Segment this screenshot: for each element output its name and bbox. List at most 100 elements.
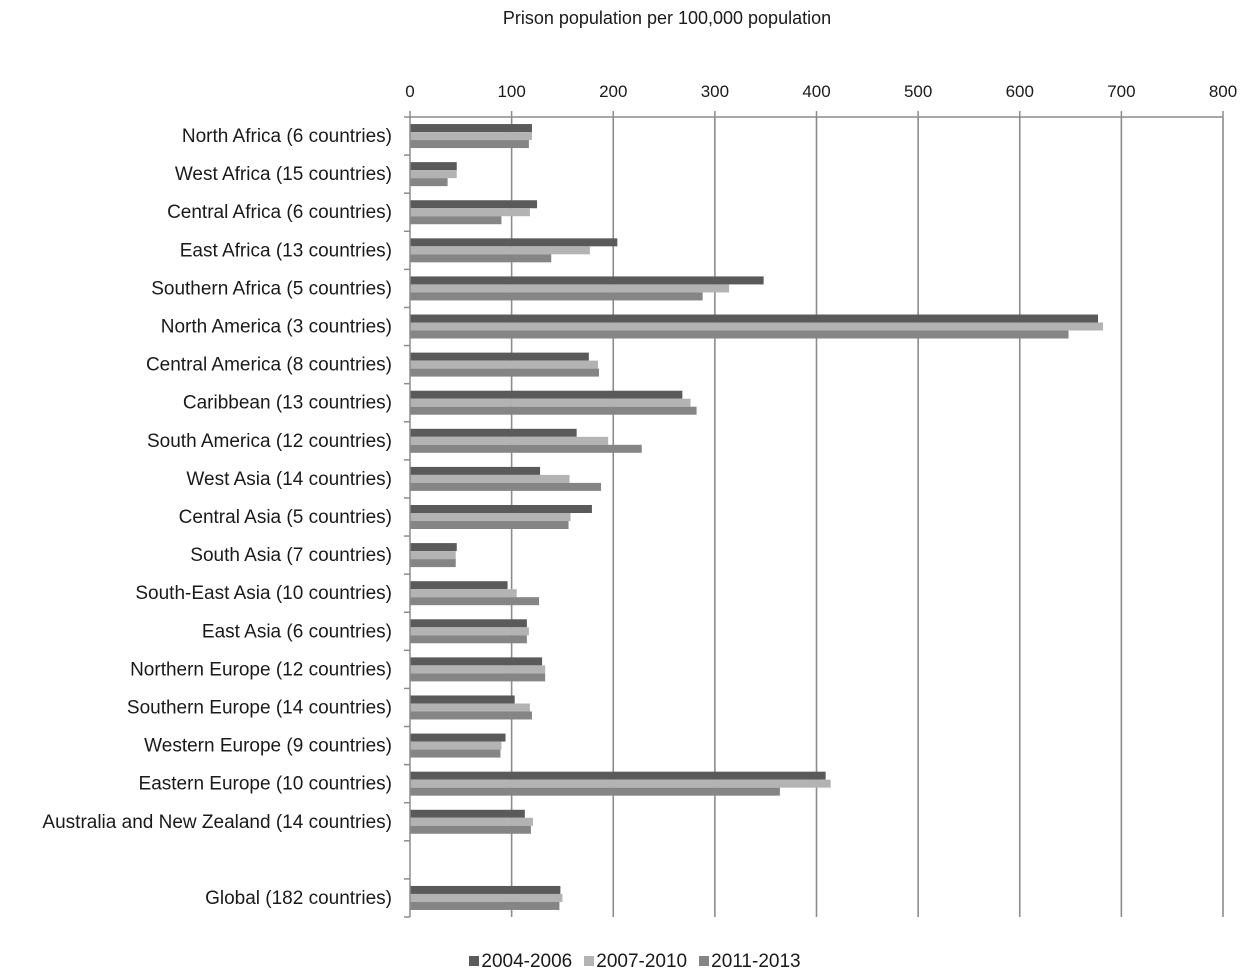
bar bbox=[410, 322, 1104, 331]
bar bbox=[410, 619, 527, 628]
category-label: Western Europe (9 countries) bbox=[144, 736, 392, 757]
bar bbox=[410, 314, 1099, 323]
bar bbox=[410, 208, 530, 217]
category-label: Central Africa (6 countries) bbox=[167, 202, 392, 223]
bar bbox=[410, 246, 590, 255]
bar bbox=[410, 885, 561, 894]
legend-label: 2011-2013 bbox=[711, 951, 801, 972]
bar bbox=[410, 787, 780, 796]
bar bbox=[410, 589, 517, 598]
bar bbox=[410, 513, 571, 521]
bar bbox=[410, 505, 592, 513]
bar bbox=[410, 466, 541, 475]
bar bbox=[410, 893, 563, 902]
legend: 2004-2006 2007-2010 2011-2013 bbox=[0, 951, 1250, 973]
bars bbox=[410, 124, 1104, 910]
bar bbox=[410, 428, 577, 437]
category-label: South America (12 countries) bbox=[147, 431, 392, 452]
x-tick-label: 0 bbox=[405, 82, 414, 101]
category-label: North America (3 countries) bbox=[161, 317, 392, 338]
bar bbox=[410, 474, 570, 483]
bar bbox=[410, 657, 543, 666]
category-label: South-East Asia (10 countries) bbox=[135, 583, 392, 604]
bar bbox=[410, 711, 532, 720]
bar bbox=[410, 635, 527, 644]
x-tick-label: 100 bbox=[497, 82, 525, 101]
category-label: Central Asia (5 countries) bbox=[179, 507, 392, 528]
category-label: North Africa (6 countries) bbox=[182, 126, 392, 147]
bar bbox=[410, 901, 560, 910]
legend-item: 2004-2006 bbox=[469, 951, 572, 973]
category-label: South Asia (7 countries) bbox=[190, 545, 392, 566]
x-tick-label: 600 bbox=[1006, 82, 1034, 101]
bar bbox=[410, 703, 530, 712]
bar bbox=[410, 124, 532, 133]
legend-item: 2007-2010 bbox=[584, 951, 687, 973]
bar bbox=[410, 521, 569, 529]
bar bbox=[410, 733, 506, 742]
bar bbox=[410, 482, 602, 491]
bar bbox=[410, 559, 456, 568]
category-label: West Africa (15 countries) bbox=[175, 164, 392, 185]
bar bbox=[410, 695, 515, 704]
category-label: East Asia (6 countries) bbox=[202, 621, 392, 642]
category-label: Eastern Europe (10 countries) bbox=[139, 774, 392, 795]
bar bbox=[410, 292, 703, 301]
chart-title: Prison population per 100,000 population bbox=[502, 8, 832, 28]
bar bbox=[410, 741, 502, 750]
bar bbox=[410, 330, 1069, 339]
bar bbox=[410, 581, 508, 590]
legend-swatch bbox=[469, 956, 480, 966]
category-label: Northern Europe (12 countries) bbox=[130, 659, 392, 680]
bar bbox=[410, 597, 540, 606]
category-label: West Asia (14 countries) bbox=[186, 469, 392, 490]
bar bbox=[410, 436, 609, 445]
x-tick-label: 200 bbox=[599, 82, 627, 101]
bar bbox=[410, 444, 642, 453]
bar bbox=[410, 368, 600, 377]
bar bbox=[410, 352, 589, 361]
bar bbox=[410, 284, 730, 293]
bar bbox=[410, 398, 691, 407]
category-label: East Africa (13 countries) bbox=[180, 240, 392, 261]
bar bbox=[410, 627, 529, 636]
x-tick-label: 300 bbox=[701, 82, 729, 101]
category-label: Global (182 countries) bbox=[205, 888, 392, 909]
bar bbox=[410, 254, 552, 263]
legend-item: 2011-2013 bbox=[699, 951, 801, 973]
bar bbox=[410, 162, 457, 171]
bar bbox=[410, 673, 546, 682]
labels: 0 100 200 300 400 500 600 700 800 North Africa (6… bbox=[42, 82, 1237, 909]
bar bbox=[410, 406, 697, 415]
x-tick-label: 800 bbox=[1209, 82, 1237, 101]
x-tick-label: 500 bbox=[904, 82, 932, 101]
category-label: Southern Africa (5 countries) bbox=[151, 278, 392, 299]
category-label: Central America (8 countries) bbox=[146, 355, 392, 376]
bar bbox=[410, 543, 457, 552]
x-tick-label: 400 bbox=[802, 82, 830, 101]
bar bbox=[410, 140, 529, 149]
bar bbox=[410, 817, 533, 826]
bar bbox=[410, 276, 764, 285]
category-label: Australia and New Zealand (14 countries) bbox=[42, 812, 392, 833]
bar bbox=[410, 170, 457, 179]
bar bbox=[410, 178, 448, 187]
category-label: Caribbean (13 countries) bbox=[183, 393, 392, 414]
bar bbox=[410, 749, 501, 758]
bar bbox=[410, 771, 826, 780]
bar bbox=[410, 809, 525, 818]
bar bbox=[410, 216, 502, 225]
bar bbox=[410, 825, 531, 834]
bar bbox=[410, 390, 683, 399]
bar bbox=[410, 779, 831, 788]
axes bbox=[404, 111, 1224, 918]
bar bbox=[410, 238, 618, 247]
x-tick-label: 700 bbox=[1107, 82, 1135, 101]
legend-label: 2004-2006 bbox=[481, 951, 573, 972]
bar bbox=[410, 551, 456, 560]
legend-label: 2007-2010 bbox=[596, 951, 688, 972]
legend-swatch bbox=[699, 956, 710, 966]
bar bbox=[410, 360, 599, 369]
legend-swatch bbox=[584, 956, 595, 966]
